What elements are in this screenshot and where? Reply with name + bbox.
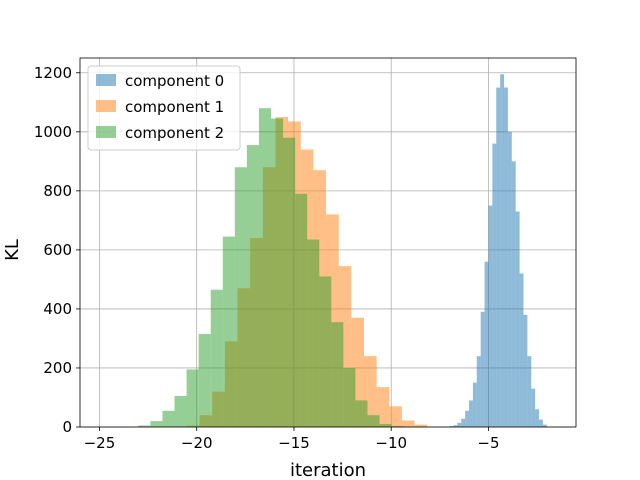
- legend-swatch: [96, 100, 116, 112]
- y-tick-label: 800: [43, 182, 72, 200]
- x-tick-label: −10: [375, 434, 407, 452]
- x-tick-label: −5: [477, 434, 499, 452]
- histogram-bar: [367, 415, 380, 427]
- histogram-bar: [488, 205, 493, 427]
- histogram-bar: [492, 143, 497, 427]
- histogram-bar: [414, 424, 428, 427]
- legend-label: component 0: [125, 72, 224, 90]
- histogram-bar: [461, 418, 466, 427]
- y-tick-label: 1000: [34, 123, 72, 141]
- histogram-bar: [480, 311, 485, 427]
- histogram-bar: [355, 400, 368, 427]
- y-tick-label: 1200: [34, 64, 72, 82]
- plot-frame: [79, 57, 577, 428]
- legend-label: component 1: [125, 98, 224, 116]
- histogram-bar: [527, 356, 532, 427]
- histogram-bar: [535, 409, 540, 427]
- histogram-bar: [476, 356, 481, 427]
- histogram-bar: [138, 425, 151, 427]
- histogram-bar: [500, 74, 505, 428]
- histogram-bar: [379, 424, 392, 427]
- histogram-bar: [210, 289, 223, 427]
- histogram-bar: [504, 87, 508, 428]
- histogram-bar: [391, 426, 404, 427]
- histogram-bar: [162, 410, 175, 427]
- x-tick-label: −20: [181, 434, 213, 452]
- histogram-bars: [138, 74, 547, 428]
- y-tick-label: 200: [43, 359, 72, 377]
- histogram-bar: [258, 108, 272, 428]
- histogram-bar: [496, 87, 501, 428]
- histogram-bar: [174, 396, 187, 427]
- x-tick-label: −15: [278, 434, 310, 452]
- histogram-bar: [401, 420, 415, 427]
- histogram-bar: [531, 388, 536, 427]
- histogram-bar: [246, 145, 259, 428]
- histogram-bar: [234, 167, 247, 427]
- legend-swatch: [96, 74, 116, 86]
- histogram-bar: [542, 424, 547, 427]
- histogram-bar: [376, 387, 390, 427]
- y-tick-label: 400: [43, 300, 72, 318]
- histogram-bar: [453, 425, 458, 427]
- histogram-bar: [539, 419, 543, 427]
- histogram-bar: [469, 400, 473, 427]
- histogram-bar: [331, 322, 344, 427]
- series-2-bars: [138, 108, 404, 428]
- histogram-bar: [511, 161, 516, 427]
- histogram-bar: [343, 367, 356, 427]
- histogram-bar: [186, 369, 199, 427]
- histogram-bar: [389, 406, 402, 427]
- histogram-bar: [507, 131, 512, 428]
- y-axis-label: KL: [2, 239, 23, 261]
- legend: component 0 component 1 component 2: [87, 65, 241, 151]
- histogram-bar: [523, 314, 528, 427]
- histogram-bar: [457, 422, 462, 427]
- legend-swatch: [96, 126, 116, 138]
- histogram-bar: [519, 273, 524, 427]
- histogram-bar: [484, 261, 489, 427]
- series-0-bars: [449, 74, 547, 428]
- x-axis-label: iteration: [290, 460, 366, 480]
- histogram-bar: [465, 410, 470, 427]
- histogram-bar: [319, 276, 332, 427]
- x-tick-label: −25: [84, 434, 116, 452]
- histogram-bar: [198, 334, 211, 427]
- y-tick-label: 600: [43, 241, 72, 259]
- legend-box: [87, 65, 241, 151]
- x-axis-ticks: −25 −20 −15 −10 −5: [84, 427, 500, 452]
- histogram-bar: [515, 211, 520, 427]
- histogram-bar: [307, 239, 320, 427]
- legend-label: component 2: [125, 124, 224, 142]
- histogram-bar: [222, 236, 235, 427]
- histogram-bar: [283, 137, 296, 428]
- histogram-bar: [472, 382, 477, 427]
- histogram-bar: [449, 426, 454, 427]
- histogram-bar: [150, 421, 163, 427]
- y-axis-ticks: 0 200 400 600 800 1000 1200: [34, 64, 80, 436]
- y-tick-label: 0: [62, 418, 72, 436]
- histogram-bar: [271, 118, 284, 428]
- histogram-bar: [295, 193, 308, 427]
